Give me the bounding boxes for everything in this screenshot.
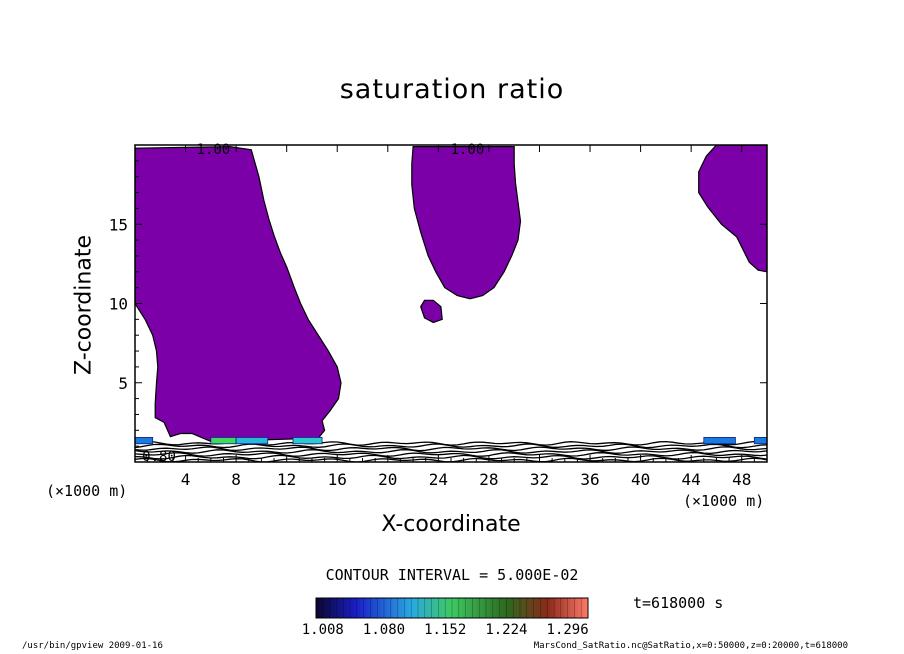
footer-right: MarsCond_SatRatio.nc@SatRatio,x=0:50000,… [533, 641, 848, 651]
x-tick-label: 20 [378, 470, 397, 489]
surface-contour-line [135, 446, 767, 452]
x-tick-label: 48 [732, 470, 751, 489]
colorbar-tick-label: 1.008 [301, 622, 344, 638]
surface-contour-line [135, 454, 767, 460]
surface-contour-line [135, 449, 767, 455]
supersaturated-patch [703, 437, 736, 445]
y-tick-label: 10 [109, 295, 128, 314]
supersaturated-patch [210, 437, 237, 445]
colorbar-tick-label: 1.296 [546, 622, 589, 638]
supersaturated-patch [235, 437, 269, 445]
saturated-region-left-plume [135, 145, 342, 443]
supersaturated-patch [753, 437, 767, 445]
y-axis-label: Z-coordinate [71, 235, 97, 375]
x-tick-label: 16 [328, 470, 347, 489]
x-tick-label: 8 [231, 470, 241, 489]
contour-interval: CONTOUR INTERVAL = 5.000E-02 [325, 566, 579, 584]
x-unit-label: (×1000 m) [683, 492, 765, 510]
y-tick-label: 15 [109, 215, 128, 234]
contour-label: 1.00 [451, 142, 485, 158]
colorbar-tick-label: 1.152 [424, 622, 467, 638]
saturated-region-small-blob [420, 299, 443, 324]
x-tick-label: 44 [682, 470, 701, 489]
time-label: t=618000 s [633, 594, 724, 612]
x-tick-label: 4 [181, 470, 191, 489]
surface-contour-line [135, 451, 767, 457]
colorbar-tick-label: 1.224 [485, 622, 528, 638]
saturated-region-right-top [698, 145, 767, 273]
supersaturated-patch [135, 437, 154, 445]
colorbar-tick-label: 1.080 [362, 622, 406, 638]
x-tick-label: 36 [580, 470, 599, 489]
x-tick-label: 24 [429, 470, 448, 489]
chart-title: saturation ratio [339, 74, 565, 105]
surface-contour-line [135, 443, 767, 449]
x-tick-label: 40 [631, 470, 650, 489]
x-tick-label: 28 [479, 470, 498, 489]
y-unit-label: (×1000 m) [46, 482, 128, 500]
contour-label: 0.80 [142, 449, 176, 465]
x-axis-label: X-coordinate [381, 512, 521, 537]
x-tick-label: 32 [530, 470, 549, 489]
supersaturated-patch [292, 437, 323, 445]
footer-left: /usr/bin/gpview 2009-01-16 [22, 641, 163, 651]
x-tick-label: 12 [277, 470, 296, 489]
y-tick-label: 5 [118, 374, 128, 393]
saturated-region-middle-lobe [411, 146, 522, 300]
contour-label: 1.00 [197, 142, 231, 158]
